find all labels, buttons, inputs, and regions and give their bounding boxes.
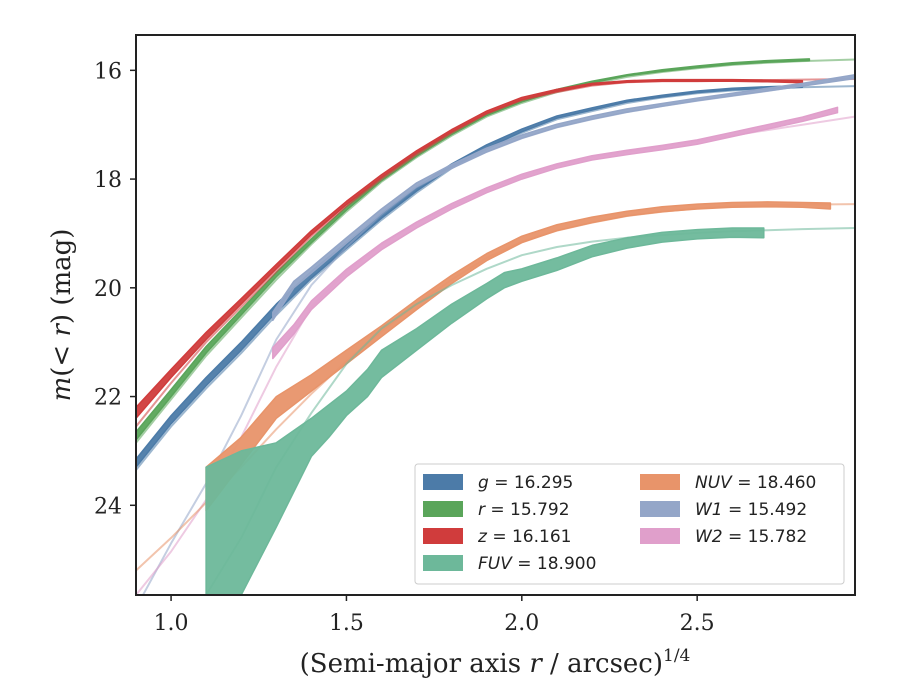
series-W1: [142, 73, 855, 595]
series-W2: [136, 106, 855, 595]
legend-swatch-FUV: [423, 555, 463, 571]
legend-item-W1: W1 = 15.492: [640, 500, 807, 520]
legend-swatch-W2: [640, 528, 680, 544]
x-tick-label: 1.0: [154, 611, 189, 636]
legend-label-FUV: FUV = 18.900: [478, 554, 596, 574]
legend-item-z: z = 16.161: [423, 527, 571, 547]
y-tick-label: 22: [94, 386, 122, 411]
y-tick-label: 16: [94, 59, 122, 84]
series-z-band: [136, 78, 804, 420]
legend-label-r: r = 15.792: [478, 500, 570, 520]
legend-item-r: r = 15.792: [423, 500, 570, 520]
legend-swatch-NUV: [640, 474, 680, 490]
legend-label-z: z = 16.161: [477, 527, 571, 547]
legend-frame: [414, 463, 845, 585]
plot-frame: [135, 34, 856, 596]
series-FUV: [205, 227, 855, 595]
series-layer: [136, 58, 855, 595]
legend-swatch-z: [423, 528, 463, 544]
x-tick-label: 2.0: [504, 611, 539, 636]
series-r-band: [136, 58, 811, 441]
y-axis-label: m(< r) (mag): [47, 229, 77, 402]
x-axis-label: (Semi-major axis r / arcsec)1/4: [300, 646, 691, 679]
legend-item-FUV: FUV = 18.900: [423, 554, 596, 574]
legend-item-g: g = 16.295: [423, 473, 573, 493]
legend-item-NUV: NUV = 18.460: [640, 473, 816, 493]
legend-label-W1: W1 = 15.492: [695, 500, 807, 520]
series-W1-band: [272, 73, 855, 322]
y-tick-label: 18: [94, 168, 122, 193]
x-tick-label: 1.5: [329, 611, 364, 636]
legend-item-W2: W2 = 15.782: [640, 527, 807, 547]
legend-label-W2: W2 = 15.782: [695, 527, 807, 547]
x-axis: 1.0 1.5 2.0 2.5: [154, 595, 715, 636]
y-tick-label: 24: [94, 494, 122, 519]
legend-swatch-W1: [640, 501, 680, 517]
series-NUV-band: [205, 201, 832, 512]
legend-swatch-r: [423, 501, 463, 517]
series-W2-band: [272, 106, 839, 360]
y-axis: 16 18 20 22 24: [94, 59, 136, 519]
legend-label-NUV: NUV = 18.460: [695, 473, 816, 493]
legend-swatch-g: [423, 474, 463, 490]
series-z: [136, 78, 855, 428]
series-FUV-band: [205, 227, 765, 595]
legend-label-g: g = 16.295: [478, 473, 573, 493]
legend: g = 16.295 r = 15.792 z = 16.161 FUV = 18.9…: [414, 463, 845, 585]
y-tick-label: 20: [94, 277, 122, 302]
x-tick-label: 2.5: [680, 611, 715, 636]
